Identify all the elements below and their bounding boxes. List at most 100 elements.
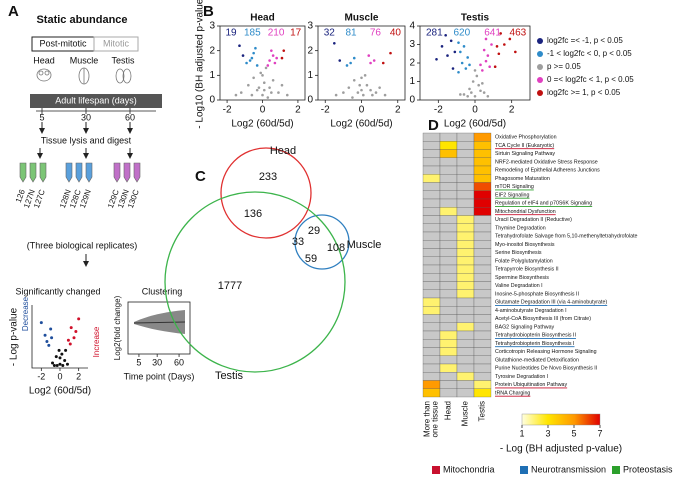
row-label: Sirtuin Signaling Pathway <box>495 151 555 157</box>
plot-title: Head <box>250 13 274 24</box>
point <box>497 52 501 56</box>
scale-tick-label: 1 <box>519 428 524 438</box>
row-label: Glutamate Degradation III (via 4-aminobu… <box>495 300 607 306</box>
point <box>360 76 363 80</box>
x-tick-label: 0 <box>57 371 62 381</box>
point <box>449 39 453 43</box>
count-label: 32 <box>324 28 336 39</box>
heatmap-cell <box>473 165 492 175</box>
heatmap-cell <box>422 264 441 274</box>
heatmap-cell <box>422 198 441 208</box>
heatmap-cell <box>422 372 441 381</box>
row-label: Uracil Degradation II (Reductive) <box>495 217 572 223</box>
point <box>486 95 490 98</box>
tmt-tubes <box>19 162 141 183</box>
point <box>275 56 278 60</box>
heatmap-cell <box>456 388 475 398</box>
point <box>365 83 369 87</box>
heatmap-cell <box>439 182 458 191</box>
heatmap-cell <box>456 289 475 299</box>
point <box>363 74 367 77</box>
heatmap-cell <box>439 165 458 175</box>
point <box>488 65 491 68</box>
heatmap-cell <box>439 248 458 257</box>
legend-label: log2fc >= 1, p < 0.05 <box>547 88 621 97</box>
point <box>356 91 360 94</box>
section-label: Significantly changed <box>15 286 100 296</box>
point <box>462 93 466 96</box>
row-label: Oxidative Phosphorylation <box>495 135 557 141</box>
heatmap-cell <box>456 363 475 373</box>
point <box>389 51 392 55</box>
point <box>58 362 62 366</box>
heatmap-cell <box>439 157 458 167</box>
point <box>254 46 257 50</box>
y-tick-label: 0 <box>209 95 215 106</box>
step-label: (Three biological replicates) <box>27 240 138 250</box>
row-label: Remodeling of Epithelial Adherens Juncti… <box>495 168 600 174</box>
y-tick-label: 1 <box>307 70 313 81</box>
x-tick-label: 5 <box>136 357 141 367</box>
point <box>63 358 67 362</box>
group-swatch <box>612 466 620 474</box>
plot-frame <box>219 25 306 101</box>
heatmap-cell <box>456 281 475 290</box>
heatmap-cell <box>439 372 458 381</box>
heatmap-cell <box>422 314 441 323</box>
point <box>270 91 273 94</box>
heatmap-cell <box>422 281 441 290</box>
axis <box>31 305 88 369</box>
x-tick-label: 0 <box>260 105 266 116</box>
point <box>45 340 49 344</box>
scale-title: - Log (BH adjusted p-value) <box>500 444 622 455</box>
heatmap-cell <box>439 380 458 389</box>
timepoint-label: 60 <box>125 112 135 122</box>
point <box>440 45 444 48</box>
point <box>352 78 356 82</box>
y-tick-label: 2 <box>409 58 415 69</box>
x-axis-label: Log2 (60d/5d) <box>444 119 506 130</box>
schematic-title: Static abundance <box>36 14 127 26</box>
heatmap-cell <box>473 339 492 348</box>
row-label: NRF2-mediated Oxidative Stress Response <box>495 159 598 165</box>
point <box>268 86 271 89</box>
column-label: Testis <box>478 401 487 421</box>
point <box>372 59 376 62</box>
point <box>466 95 469 98</box>
point <box>462 45 466 48</box>
heatmap-cell <box>473 306 492 315</box>
heatmap-cell <box>422 289 441 299</box>
x-tick-label: 60 <box>174 357 184 367</box>
heatmap-cell <box>439 198 458 208</box>
point <box>66 338 70 342</box>
point <box>239 91 243 94</box>
heatmap-cell <box>439 215 458 224</box>
heatmap-cell <box>422 190 441 200</box>
point <box>482 48 486 52</box>
heatmap-cell <box>473 240 492 249</box>
legend-marker <box>537 64 543 70</box>
heatmap-cell <box>422 388 441 398</box>
annotation: Decrease <box>21 296 30 331</box>
point <box>464 67 468 70</box>
point <box>234 93 238 97</box>
point <box>508 37 512 41</box>
x-tick-label: -2 <box>434 105 443 116</box>
row-label: Tetrapyrrole Biosynthesis II <box>495 267 559 273</box>
count-label: 281 <box>426 28 443 39</box>
x-tick-label: 0 <box>472 105 478 116</box>
y-tick-label: 3 <box>409 39 415 50</box>
legend-label: log2fc =< -1, p < 0.05 <box>547 36 623 45</box>
tissue-label: Testis <box>111 55 135 65</box>
tissue-icons <box>36 67 132 85</box>
heatmap-cell <box>473 388 492 398</box>
point <box>481 82 484 85</box>
heatmap-cell <box>473 207 492 216</box>
heatmap-cell <box>456 380 475 389</box>
heatmap-cell <box>473 223 492 233</box>
point <box>481 69 484 72</box>
group-label: Proteostasis <box>623 464 673 474</box>
heatmap-cell <box>439 240 458 249</box>
scale-tick-label: 7 <box>597 428 602 438</box>
heatmap-cell <box>439 132 458 142</box>
